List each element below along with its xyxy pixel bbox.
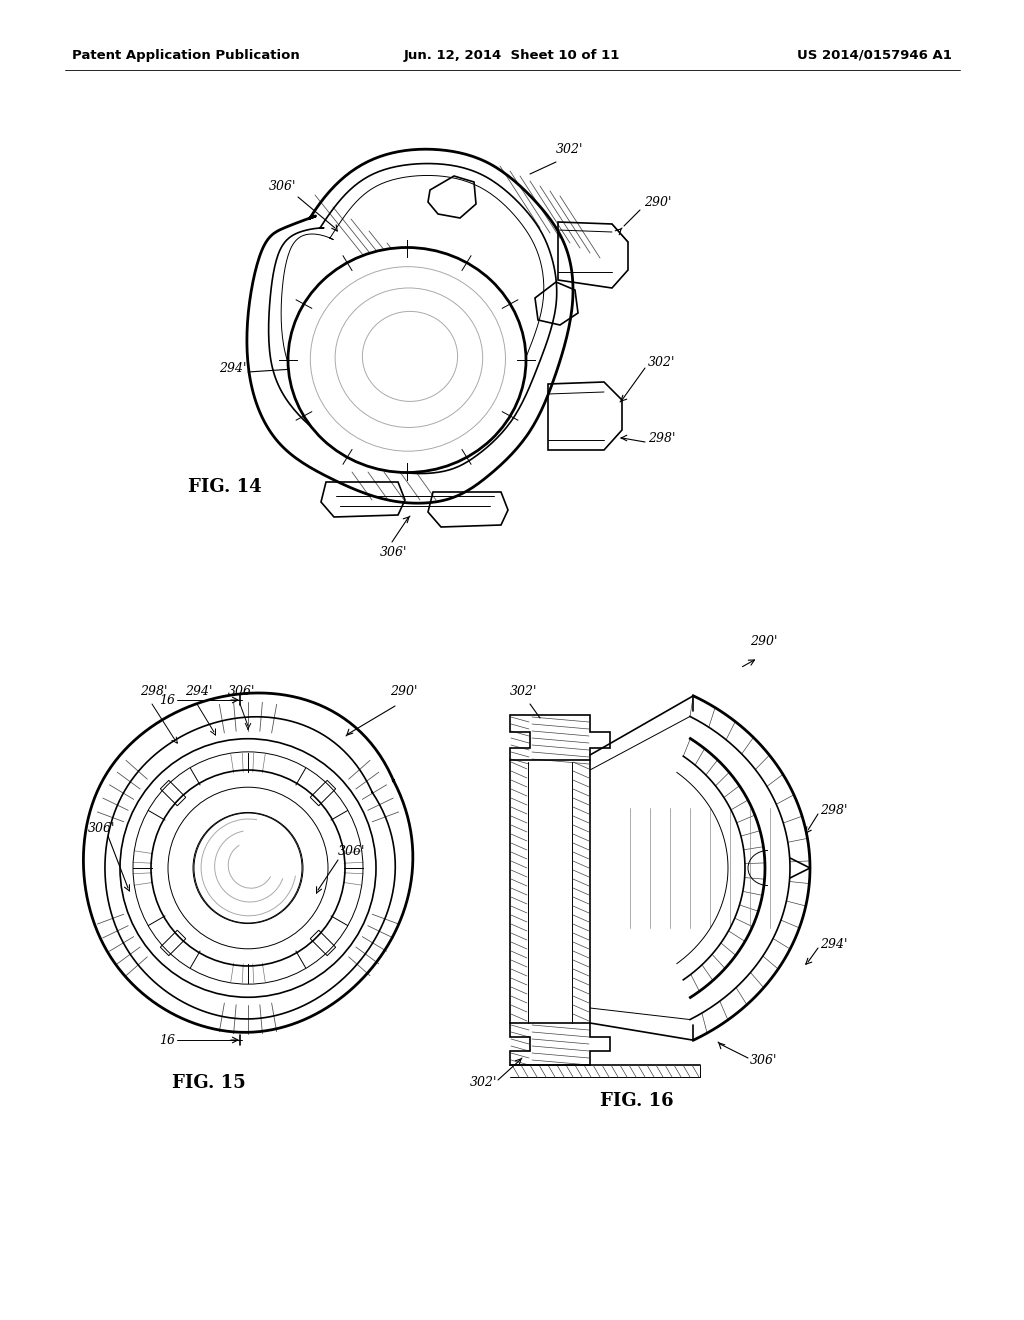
Text: 306': 306' bbox=[338, 845, 366, 858]
Ellipse shape bbox=[194, 813, 302, 923]
Text: 294': 294' bbox=[219, 362, 246, 375]
Text: 298': 298' bbox=[648, 432, 676, 445]
Text: 306': 306' bbox=[268, 180, 296, 193]
Ellipse shape bbox=[288, 248, 526, 473]
Text: 306': 306' bbox=[88, 822, 116, 836]
Text: 294': 294' bbox=[820, 939, 848, 952]
Text: 16: 16 bbox=[159, 1034, 175, 1047]
Text: FIG. 15: FIG. 15 bbox=[172, 1074, 246, 1092]
Text: 294': 294' bbox=[185, 685, 212, 698]
Text: FIG. 16: FIG. 16 bbox=[600, 1092, 674, 1110]
Text: 16: 16 bbox=[159, 693, 175, 706]
Text: 298': 298' bbox=[140, 685, 167, 698]
Text: 306': 306' bbox=[380, 546, 408, 558]
Text: Patent Application Publication: Patent Application Publication bbox=[72, 49, 300, 62]
Text: 302': 302' bbox=[470, 1076, 498, 1089]
Text: FIG. 14: FIG. 14 bbox=[188, 478, 261, 496]
Text: 306': 306' bbox=[750, 1053, 777, 1067]
Text: Jun. 12, 2014  Sheet 10 of 11: Jun. 12, 2014 Sheet 10 of 11 bbox=[403, 49, 621, 62]
Text: 298': 298' bbox=[820, 804, 848, 817]
Text: 290': 290' bbox=[390, 685, 418, 698]
Text: US 2014/0157946 A1: US 2014/0157946 A1 bbox=[797, 49, 952, 62]
Text: 306': 306' bbox=[228, 685, 255, 698]
Polygon shape bbox=[247, 149, 573, 503]
Text: 302': 302' bbox=[648, 355, 676, 368]
Text: 302': 302' bbox=[510, 685, 538, 698]
Polygon shape bbox=[83, 693, 413, 1032]
Text: 302': 302' bbox=[556, 143, 584, 156]
Text: 290': 290' bbox=[750, 635, 777, 648]
Text: 290': 290' bbox=[644, 195, 672, 209]
